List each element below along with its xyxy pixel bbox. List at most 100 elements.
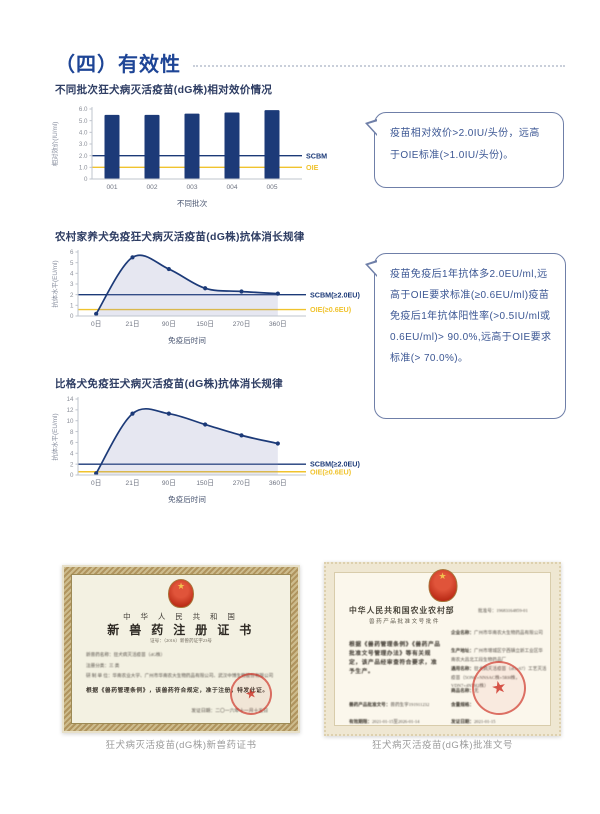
svg-text:相对效价(IU/ml): 相对效价(IU/ml) bbox=[50, 122, 59, 167]
svg-text:0: 0 bbox=[84, 176, 88, 183]
svg-text:2: 2 bbox=[70, 461, 74, 468]
section-heading-row: （四）有效性 bbox=[55, 48, 565, 77]
svg-text:不同批次: 不同批次 bbox=[177, 198, 208, 208]
cert1-line-2: 注册分类：三 类 bbox=[86, 663, 120, 668]
cert1-number: 证号：（2016）新兽药证字23号 bbox=[149, 638, 212, 643]
cert2-approval-no: 批准号：19683164859-01 bbox=[478, 608, 528, 613]
svg-text:2: 2 bbox=[70, 292, 74, 299]
svg-text:2.0: 2.0 bbox=[79, 153, 88, 160]
svg-text:21日: 21日 bbox=[126, 320, 140, 328]
svg-text:0日: 0日 bbox=[91, 320, 101, 328]
svg-text:12: 12 bbox=[67, 407, 74, 414]
svg-text:270日: 270日 bbox=[233, 479, 251, 487]
cert1-line-1: 新兽药名称：狂犬病灭活疫苗（dG株） bbox=[86, 652, 166, 657]
cert2-body: 根据《兽药管理条例》《兽药产品批准文号管理办法》等有关规定，该产品经审查符合要求… bbox=[349, 642, 441, 675]
svg-text:6: 6 bbox=[70, 440, 74, 447]
svg-text:90日: 90日 bbox=[162, 479, 176, 487]
cert2-ministry: 中华人民共和国农业农村部 bbox=[349, 606, 455, 615]
dotted-rule bbox=[193, 64, 565, 67]
svg-text:3: 3 bbox=[70, 281, 74, 288]
svg-text:150日: 150日 bbox=[196, 479, 214, 487]
svg-text:1: 1 bbox=[70, 303, 74, 310]
cert2-field-row: 有效期限：2021-01-15至2026-01-14 bbox=[349, 718, 449, 727]
national-emblem-icon: ★ bbox=[428, 569, 457, 602]
svg-text:5: 5 bbox=[70, 260, 74, 267]
field-label: 生产地址： bbox=[451, 648, 474, 653]
seal-star-icon: ★ bbox=[489, 676, 509, 699]
cert1-approval-text: 根据《兽药管理条例》，该兽药符合规定，准于注册，特发此证。 bbox=[86, 688, 269, 694]
svg-text:6: 6 bbox=[70, 249, 74, 256]
cert2-field-row: 商品名称：无 bbox=[451, 687, 547, 696]
field-value: 兽药生字191911232 bbox=[390, 702, 430, 707]
svg-text:8: 8 bbox=[70, 429, 74, 436]
svg-text:OIE(≥0.6EU): OIE(≥0.6EU) bbox=[310, 305, 352, 314]
callout-antibody: 疫苗免疫后1年抗体多2.0EU/ml,远高于OIE要求标准(≥0.6EU/ml)… bbox=[365, 253, 566, 419]
svg-text:001: 001 bbox=[106, 184, 117, 191]
certificate-registration-inner: ★ 中 华 人 民 共 和 国 新 兽 药 注 册 证 书 证号：（2016）新… bbox=[71, 574, 291, 724]
svg-text:004: 004 bbox=[226, 184, 237, 191]
svg-text:1.0: 1.0 bbox=[79, 165, 88, 172]
cert2-caption: 狂犬病灭活疫苗(dG株)批准文号 bbox=[371, 740, 513, 751]
svg-text:003: 003 bbox=[186, 184, 197, 191]
svg-text:抗体水平(EU/ml): 抗体水平(EU/ml) bbox=[50, 260, 59, 307]
chart2-title: 农村家养犬免疫狂犬病灭活疫苗(dG株)抗体消长规律 bbox=[55, 231, 305, 243]
svg-text:5.0: 5.0 bbox=[79, 118, 88, 125]
svg-text:6.0: 6.0 bbox=[79, 106, 88, 113]
chart3-title: 比格犬免疫狂犬病灭活疫苗(dG株)抗体消长规律 bbox=[55, 378, 283, 390]
callout-antibody-text: 疫苗免疫后1年抗体多2.0EU/ml,远高于OIE要求标准(≥0.6EU/ml)… bbox=[390, 269, 552, 364]
svg-text:150日: 150日 bbox=[196, 320, 214, 328]
bar-chart-potency: 0 1.0 2.0 3.0 4.0 5.0 6.0 001 002 003 004 005 不同批次 相对… bbox=[48, 99, 370, 214]
certificate-approval-inner: ★ 中华人民共和国农业农村部 兽药产品批准文号批件 批准号：1968316485… bbox=[334, 569, 551, 727]
cert1-line-3: 研 制 单 位：华南农业大学、广州市华南农大生物药品有限公司、武汉中博生物股份有… bbox=[86, 673, 274, 678]
svg-text:360日: 360日 bbox=[269, 320, 287, 328]
bar-chart-svg: 0 1.0 2.0 3.0 4.0 5.0 6.0 001 002 003 004 005 不同批次 相对… bbox=[50, 106, 327, 208]
svg-text:4.0: 4.0 bbox=[79, 130, 88, 137]
field-label: 企业名称： bbox=[451, 630, 474, 635]
cert2-field-row: 发证日期：2021-01-15 bbox=[451, 718, 511, 727]
cert1-country: 中 华 人 民 共 和 国 bbox=[123, 612, 239, 621]
chart1-title: 不同批次狂犬病灭活疫苗(dG株)相对效价情况 bbox=[55, 84, 273, 96]
svg-text:0日: 0日 bbox=[91, 479, 101, 487]
cert2-field-row: 通用名称：狂犬病灭活疫苗（dG+67）工艺灭活疫苗（5ONC+NNSAC株+5R… bbox=[451, 665, 547, 691]
cert2-field-row: 企业名称：广州市华南农大生物药品有限公司 bbox=[451, 629, 547, 638]
svg-text:002: 002 bbox=[146, 184, 157, 191]
field-value: 无 bbox=[473, 688, 479, 693]
svg-text:SCBM(≥2.0EU): SCBM(≥2.0EU) bbox=[310, 460, 360, 469]
svg-text:4: 4 bbox=[70, 271, 74, 278]
svg-text:3.0: 3.0 bbox=[79, 141, 88, 148]
svg-text:0: 0 bbox=[70, 472, 74, 479]
field-label: 兽药产品批准文号： bbox=[349, 702, 391, 707]
svg-text:免疫后时间: 免疫后时间 bbox=[168, 335, 206, 345]
svg-text:SCBM(≥2.0EU): SCBM(≥2.0EU) bbox=[310, 290, 360, 299]
svg-text:21日: 21日 bbox=[126, 479, 140, 487]
callout-potency-text: 疫苗相对效价>2.0IU/头份，远高于OIE标准(>1.0IU/头份)。 bbox=[390, 128, 540, 161]
cert2-doc-title: 兽药产品批准文号批件 bbox=[369, 619, 440, 625]
seal-star-icon: ★ bbox=[243, 684, 259, 703]
svg-text:4: 4 bbox=[70, 450, 74, 457]
field-value: 2021-01-15 bbox=[473, 719, 496, 724]
svg-text:SCBM: SCBM bbox=[306, 151, 327, 160]
field-label: 通用名称： bbox=[451, 666, 474, 671]
cert2-field-row: 生产地址：广州市增城区宁西镇立新工业区华南农大昌北工段生物药品厂 bbox=[451, 647, 547, 664]
page-title: （四）有效性 bbox=[55, 54, 181, 76]
cert2-field-row: 兽药产品批准文号：兽药生字191911232 bbox=[349, 701, 449, 710]
svg-text:270日: 270日 bbox=[233, 320, 251, 328]
field-label: 含量规格： bbox=[451, 702, 474, 707]
field-label: 有效期限： bbox=[349, 719, 372, 724]
svg-text:OIE: OIE bbox=[306, 163, 319, 172]
national-emblem-icon: ★ bbox=[168, 579, 194, 608]
line-chart-beagle-dogs: 0 2 4 6 8 10 12 14 0日 21日 90日 150日 270日 360日 免疫后时间 抗体水平… bbox=[48, 391, 382, 510]
cert2-field-row: 含量规格： bbox=[451, 701, 511, 710]
certificate-approval-number: ★ 中华人民共和国农业农村部 兽药产品批准文号批件 批准号：1968316485… bbox=[324, 562, 561, 736]
line-chart-rural-dogs: 0 1 2 3 4 5 6 0日 21日 90日 150日 270日 360日 免疫后时间 抗体水平(EU/… bbox=[48, 244, 382, 351]
svg-text:90日: 90日 bbox=[162, 320, 176, 328]
callout-potency: 疫苗相对效价>2.0IU/头份，远高于OIE标准(>1.0IU/头份)。 bbox=[365, 112, 564, 188]
cert1-date: 发证日期：二〇一六年十一月十五日 bbox=[191, 709, 268, 714]
field-value: 广州市增城区宁西镇立新工业区华南农大昌北工段生物药品厂 bbox=[451, 648, 543, 662]
field-label: 商品名称： bbox=[451, 688, 474, 693]
field-value: 狂犬病灭活疫苗（dG+67）工艺灭活疫苗（5ONC+NNSAC株+5RH株，VD… bbox=[451, 666, 547, 688]
svg-text:抗体水平(EU/ml): 抗体水平(EU/ml) bbox=[50, 413, 59, 460]
